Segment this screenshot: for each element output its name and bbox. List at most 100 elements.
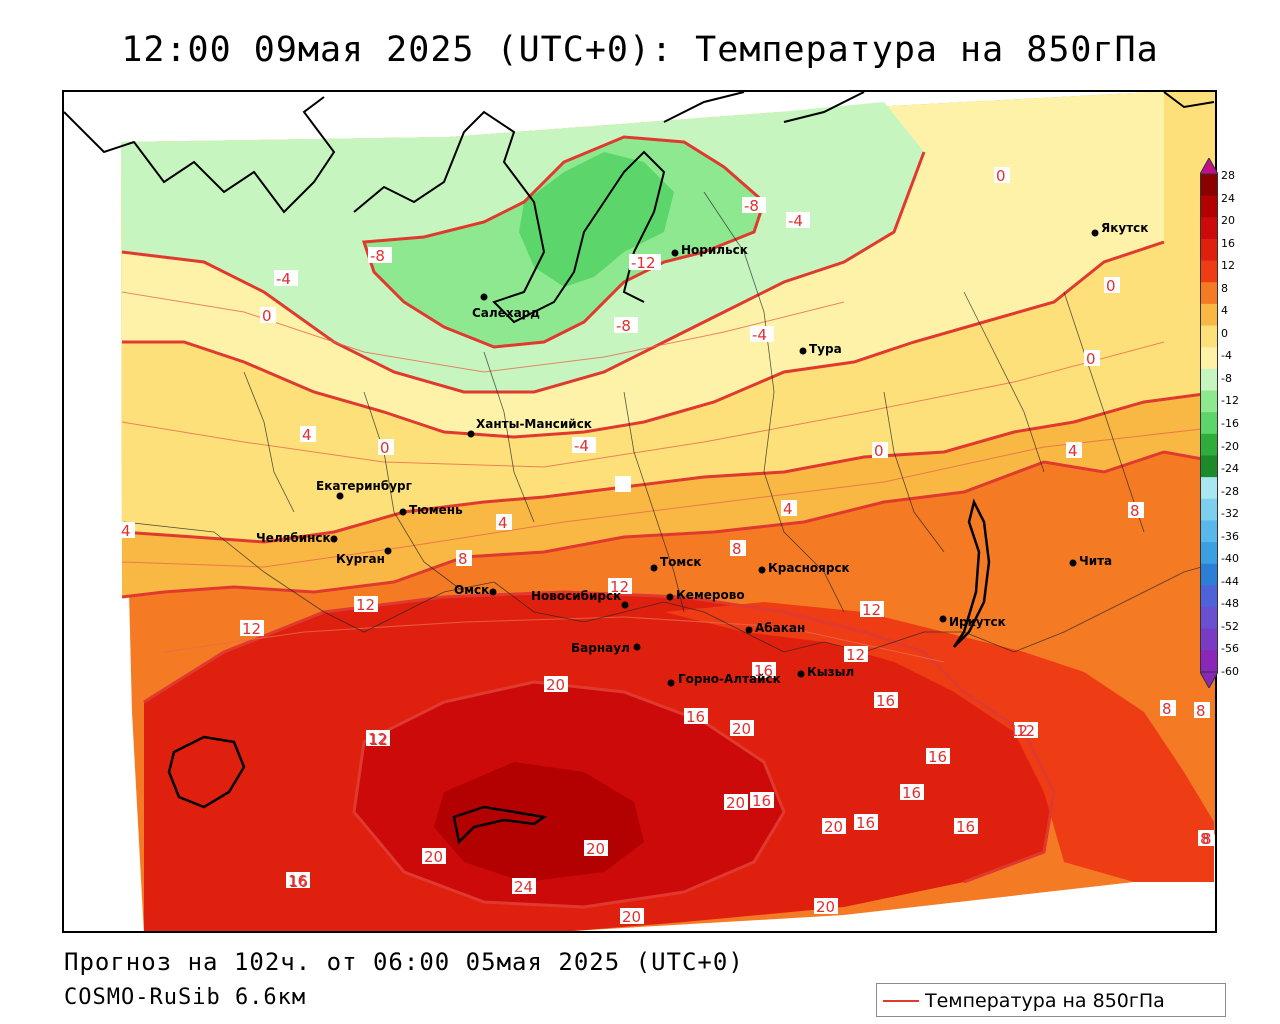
svg-text:Екатеринбург: Екатеринбург [316, 479, 412, 493]
city-yekaterinburg: Екатеринбург [316, 479, 412, 500]
isotherm-label: -8 [614, 317, 638, 335]
field-minus16-minus12 [519, 152, 674, 287]
map-title: 12:00 09мая 2025 (UTC+0): Температура на… [121, 30, 1159, 70]
isotherm-label: 16 [854, 814, 878, 832]
svg-text:16: 16 [956, 818, 975, 836]
svg-text:8: 8 [1196, 702, 1206, 720]
svg-text:-4: -4 [788, 212, 803, 230]
coastline [64, 92, 1215, 324]
temperature-colorbar [1200, 158, 1218, 688]
colorbar-swatch [1200, 195, 1218, 218]
colorbar-tick-label: 28 [1221, 169, 1235, 182]
city-markers: Якутск Норильск Салехард Тура Ханты-Манс… [256, 221, 1148, 687]
colorbar-tick-label: -8 [1221, 371, 1232, 385]
colorbar-tick-label: -40 [1221, 552, 1239, 566]
isotherm-label: 16 [954, 818, 978, 836]
colorbar-top-arrow [1200, 158, 1218, 175]
lake-balkhash [452, 805, 548, 845]
city-khanty-mansiysk: Ханты-Мансийск [467, 417, 592, 438]
city-gorno-altaysk: Горно-Алтайск [667, 672, 781, 687]
isotherm-label: 0 [994, 167, 1010, 185]
colorbar-tick-labels: 28 24 20 16 12 8 4 0 -4 -8 -12 -16 -20 -24 -28 -32 -36 -4… [1221, 169, 1280, 678]
isotherm-label: 16 [684, 708, 708, 726]
city-tura: Тура [799, 342, 842, 356]
svg-text:8: 8 [1130, 502, 1140, 520]
map-panel[interactable]: 0 0 0 0 0 0 -8 -8 -4 -12 -8 -4 -4 0 4 -4… [62, 90, 1217, 933]
legend: Температура на 850гПа [876, 983, 1226, 1017]
svg-text:-4: -4 [276, 270, 291, 288]
isotherm-label: 8 [730, 540, 746, 558]
isotherm-label: 12 [860, 601, 884, 619]
svg-text:Салехард: Салехард [472, 306, 540, 320]
svg-text:Чита: Чита [1079, 554, 1112, 568]
city-yakutsk: Якутск [1091, 221, 1148, 237]
svg-text:Якутск: Якутск [1101, 221, 1148, 235]
svg-text:16: 16 [288, 872, 307, 890]
forecast-info: Прогноз на 102ч. от 06:00 05мая 2025 (UT… [64, 948, 744, 976]
colorbar-bottom-arrow [1200, 671, 1218, 688]
city-tomsk: Томск [650, 555, 702, 572]
isotherm-label: 4 [781, 500, 797, 518]
city-chelyabinsk: Челябинск [256, 531, 338, 545]
svg-text:0: 0 [262, 307, 272, 325]
isotherm-label: 12 [354, 596, 378, 614]
city-tyumen: Тюмень [399, 503, 463, 517]
colorbar-swatch [1200, 628, 1218, 651]
isotherm-label: -4 [572, 437, 596, 455]
city-chita: Чита [1069, 554, 1112, 568]
isotherm-label: 16 [752, 662, 776, 680]
isotherm-label: 12 [844, 646, 868, 664]
colorbar-tick-label: -24 [1221, 462, 1239, 476]
svg-text:Абакан: Абакан [755, 621, 805, 635]
colorbar-tick-label: -56 [1221, 642, 1239, 656]
svg-text:20: 20 [622, 908, 641, 926]
svg-text:Курган: Курган [336, 552, 385, 566]
svg-text:0: 0 [380, 439, 390, 457]
colorbar-swatch [1200, 217, 1218, 240]
thin-isotherms [121, 291, 1215, 663]
isotherm-label: 4 [119, 522, 135, 540]
svg-text:16: 16 [754, 662, 773, 680]
colorbar-swatch [1200, 607, 1218, 630]
colorbar-tick-label: 8 [1221, 281, 1228, 295]
colorbar-swatch [1200, 498, 1218, 521]
temperature-map[interactable]: 0 0 0 0 0 0 -8 -8 -4 -12 -8 -4 -4 0 4 -4… [64, 92, 1217, 933]
svg-text:Тура: Тура [809, 342, 842, 356]
colorbar-swatch [1200, 238, 1218, 262]
svg-text:12: 12 [846, 646, 865, 664]
city-barnaul: Барнаул [571, 641, 641, 655]
isotherm-label: -8 [742, 197, 766, 215]
isotherm-label: 8 [1198, 830, 1214, 848]
isotherm-label: 8 [456, 550, 472, 568]
isotherm-label: 8 [1202, 830, 1212, 848]
isotherm-label: 12 [1009, 722, 1028, 740]
svg-text:Горно-Алтайск: Горно-Алтайск [678, 672, 781, 686]
svg-text:-4: -4 [574, 437, 589, 455]
colorbar-swatch [1200, 433, 1218, 456]
svg-text:Иркутск: Иркутск [949, 615, 1006, 629]
svg-text:12: 12 [368, 730, 387, 748]
isotherm-label: 4 [496, 514, 512, 532]
svg-text:12: 12 [610, 578, 629, 596]
colorbar-tick-label: 24 [1221, 191, 1235, 205]
svg-text:-4: -4 [752, 326, 767, 344]
field-12-16 [664, 602, 1214, 882]
isotherm-label: 8 [1128, 502, 1144, 520]
svg-text:4: 4 [1068, 442, 1078, 460]
svg-text:4: 4 [498, 514, 508, 532]
svg-text:12: 12 [242, 620, 261, 638]
isotherm-label: 0 [1084, 350, 1100, 368]
isotherm-label [615, 476, 631, 492]
isotherm-label: 12 [240, 620, 264, 638]
isotherm-label: 12 [369, 731, 388, 749]
colorbar-tick-label: -28 [1221, 484, 1239, 498]
isotherm-label: -8 [368, 247, 392, 265]
colorbar-tick-label: -36 [1221, 529, 1239, 543]
isotherm-label: 0 [872, 442, 888, 460]
svg-text:8: 8 [732, 540, 742, 558]
colorbar-swatch [1200, 347, 1218, 370]
svg-text:16: 16 [752, 792, 771, 810]
city-kemerovo: Кемерово [666, 588, 745, 602]
colorbar-tick-label: -60 [1221, 665, 1239, 678]
svg-text:-8: -8 [616, 317, 631, 335]
